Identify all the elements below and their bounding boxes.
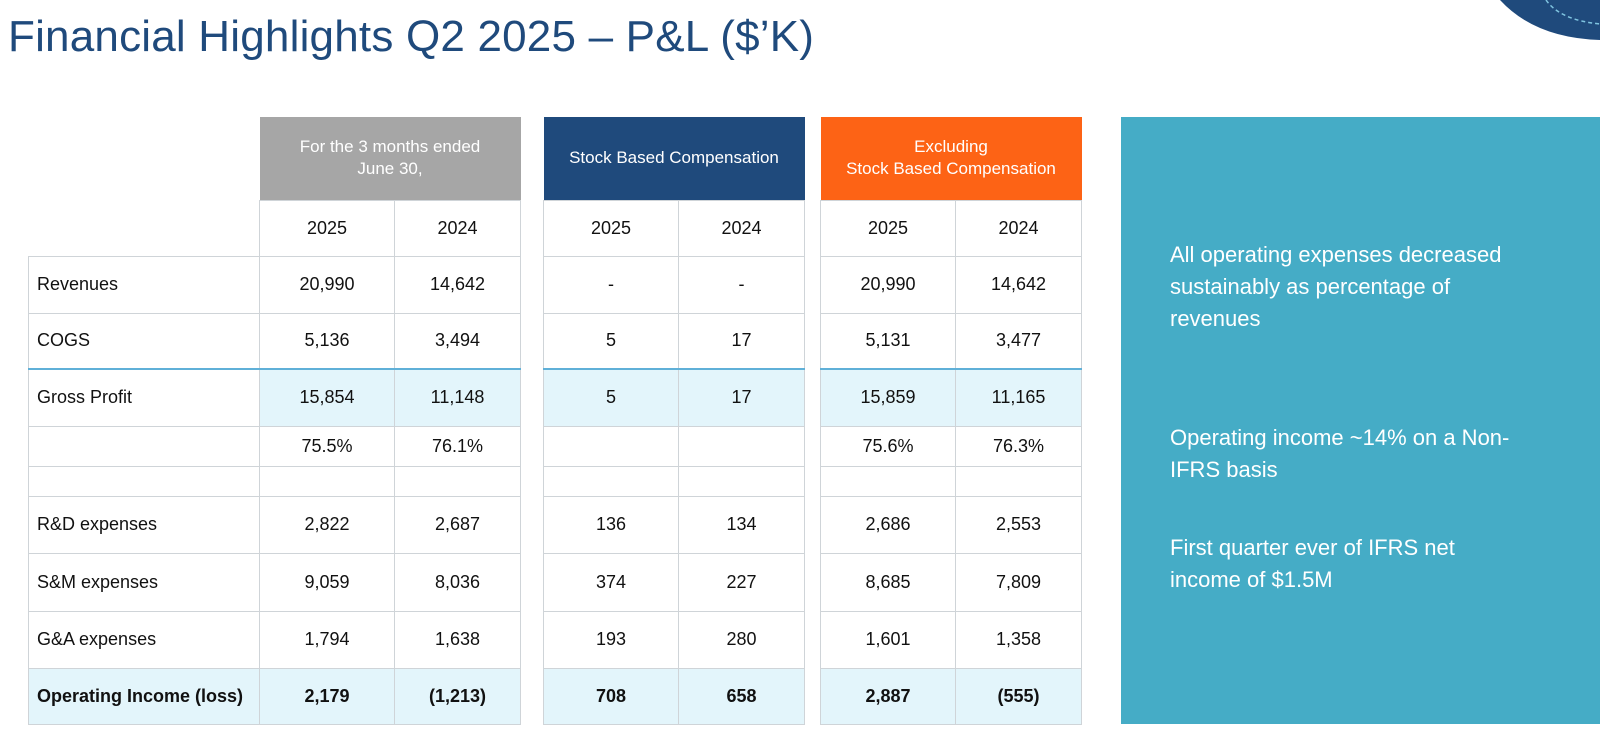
table-cell: 280 <box>678 610 805 669</box>
table-cell: 2,686 <box>820 495 956 554</box>
table-cell: 15,854 <box>259 368 395 427</box>
highlight-point: All operating expenses decreased sustain… <box>1170 242 1502 331</box>
table-cell: 3,494 <box>394 312 521 370</box>
corner-decoration <box>1500 0 1600 40</box>
sbc-header: Stock Based Compensation <box>543 117 805 200</box>
table-cell: 75.5% <box>259 425 395 467</box>
table-cell: 1,794 <box>259 610 395 669</box>
non-ifrs-table: Excluding Stock Based Compensation 2025 … <box>820 117 1082 725</box>
table-cell: 76.3% <box>955 425 1082 467</box>
table-cell: 2,687 <box>394 495 521 554</box>
table-cell: 15,859 <box>820 368 956 427</box>
year-2024: 2024 <box>678 199 805 257</box>
sbc-header-line-1: Stock Based Compensation <box>569 148 779 168</box>
highlights-panel: All operating expenses decreased sustain… <box>1121 117 1600 724</box>
table-cell <box>394 465 521 497</box>
table-cell <box>820 465 956 497</box>
row-label-cogs: COGS <box>28 312 260 370</box>
ifrs-header: For the 3 months ended June 30, <box>259 117 521 200</box>
highlight-point: Operating income ~14% on a Non-IFRS basi… <box>1170 425 1510 482</box>
ifrs-header-line-2: June 30, <box>357 159 423 179</box>
table-cell: 14,642 <box>394 255 521 314</box>
highlight-point: First quarter ever of IFRS net income of… <box>1170 535 1455 592</box>
table-cell: 11,148 <box>394 368 521 427</box>
table-cell: 134 <box>678 495 805 554</box>
table-cell: 17 <box>678 312 805 370</box>
row-label-rd: R&D expenses <box>28 495 260 554</box>
table-cell: 75.6% <box>820 425 956 467</box>
table-cell: - <box>678 255 805 314</box>
table-cell: 20,990 <box>820 255 956 314</box>
year-2025: 2025 <box>820 199 956 257</box>
table-cell: 8,685 <box>820 552 956 612</box>
year-2025: 2025 <box>259 199 395 257</box>
row-label-ga: G&A expenses <box>28 610 260 669</box>
row-label-gross-margin <box>28 425 260 467</box>
year-2024: 2024 <box>955 199 1082 257</box>
table-cell <box>543 425 679 467</box>
table-cell: 7,809 <box>955 552 1082 612</box>
row-label-gross-profit: Gross Profit <box>28 368 260 427</box>
table-cell: 708 <box>543 667 679 725</box>
ifrs-table: For the 3 months ended June 30, 2025 202… <box>259 117 521 725</box>
table-cell: 11,165 <box>955 368 1082 427</box>
table-cell: 1,358 <box>955 610 1082 669</box>
row-label-spacer <box>28 465 260 497</box>
table-cell <box>543 465 679 497</box>
table-cell: 5,136 <box>259 312 395 370</box>
non-ifrs-header: Excluding Stock Based Compensation <box>820 117 1082 200</box>
table-cell: 374 <box>543 552 679 612</box>
row-label-operating-income: Operating Income (loss) <box>28 667 260 725</box>
table-cell: (555) <box>955 667 1082 725</box>
table-cell: 5 <box>543 312 679 370</box>
table-cell: 9,059 <box>259 552 395 612</box>
table-cell <box>259 465 395 497</box>
table-cell: 3,477 <box>955 312 1082 370</box>
table-cell <box>955 465 1082 497</box>
table-cell: 76.1% <box>394 425 521 467</box>
slide-title: Financial Highlights Q2 2025 – P&L ($’K) <box>8 12 815 61</box>
table-cell: 2,553 <box>955 495 1082 554</box>
table-cell: 193 <box>543 610 679 669</box>
table-cell: 227 <box>678 552 805 612</box>
row-labels-table: Revenues COGS Gross Profit R&D expenses … <box>28 117 260 725</box>
row-label-sm: S&M expenses <box>28 552 260 612</box>
table-cell: 136 <box>543 495 679 554</box>
table-cell <box>678 465 805 497</box>
table-cell: (1,213) <box>394 667 521 725</box>
table-cell: 658 <box>678 667 805 725</box>
spacer <box>29 117 260 256</box>
table-cell <box>678 425 805 467</box>
table-cell: 2,179 <box>259 667 395 725</box>
year-2024: 2024 <box>394 199 521 257</box>
non-ifrs-header-line-1: Excluding <box>914 137 988 157</box>
non-ifrs-header-line-2: Stock Based Compensation <box>846 159 1056 179</box>
table-cell: 2,887 <box>820 667 956 725</box>
year-2025: 2025 <box>543 199 679 257</box>
row-label-revenues: Revenues <box>28 255 260 314</box>
table-cell: 1,601 <box>820 610 956 669</box>
table-cell: 5 <box>543 368 679 427</box>
table-cell: 2,822 <box>259 495 395 554</box>
table-cell: 5,131 <box>820 312 956 370</box>
table-cell: 8,036 <box>394 552 521 612</box>
table-cell: - <box>543 255 679 314</box>
table-cell: 20,990 <box>259 255 395 314</box>
table-cell: 14,642 <box>955 255 1082 314</box>
table-cell: 17 <box>678 368 805 427</box>
ifrs-header-line-1: For the 3 months ended <box>299 137 481 157</box>
table-cell: 1,638 <box>394 610 521 669</box>
